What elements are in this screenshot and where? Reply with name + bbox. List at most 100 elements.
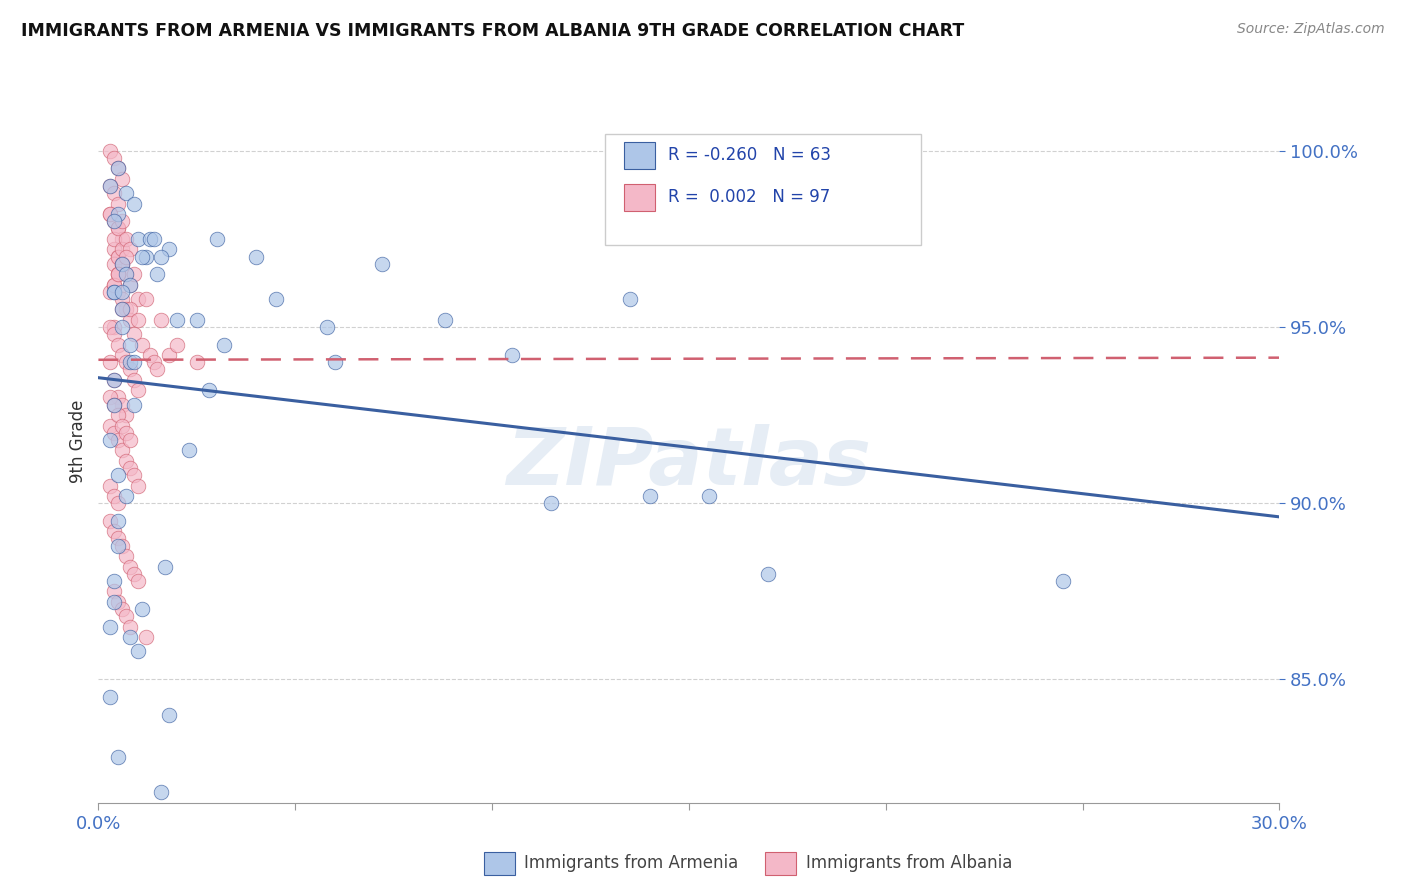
Point [155,559,177,574]
Point [103,151,125,165]
Point [107,514,129,528]
Point [122,355,145,369]
Point [103,398,125,412]
Point [115,267,138,281]
Point [111,320,134,334]
Point [111,292,134,306]
Point [118,619,141,633]
Point [138,348,160,362]
Point [98,179,121,194]
Point [103,285,125,299]
Point [103,524,125,539]
Point [111,602,134,616]
Point [98,690,121,704]
Point [323,355,346,369]
Point [107,285,129,299]
Point [107,337,129,351]
Point [638,489,661,503]
Text: Source: ZipAtlas.com: Source: ZipAtlas.com [1237,22,1385,37]
Point [142,355,165,369]
Point [107,496,129,510]
Point [115,232,138,246]
Point [98,514,121,528]
Point [118,559,141,574]
Point [107,161,129,176]
Text: R = -0.260   N = 63: R = -0.260 N = 63 [668,146,831,164]
Point [1052,574,1074,588]
Point [111,539,134,553]
Point [142,232,165,246]
Point [103,489,125,503]
Point [111,398,134,412]
Point [122,566,145,581]
Point [103,584,125,599]
Point [111,285,134,299]
Point [98,619,121,633]
Point [122,196,145,211]
Point [98,207,121,221]
Point [146,362,169,376]
Point [127,313,149,327]
Point [122,468,145,483]
Point [103,277,125,292]
Point [131,250,153,264]
Point [107,532,129,546]
Point [118,277,141,292]
Point [107,196,129,211]
Point [245,250,267,264]
Point [264,292,287,306]
Point [103,186,125,200]
Point [214,337,236,351]
Point [166,337,188,351]
Point [103,326,125,341]
Point [697,489,720,503]
Point [111,418,134,433]
Point [98,144,121,158]
Point [150,250,173,264]
Point [103,373,125,387]
Point [98,433,121,447]
Point [115,609,138,624]
Point [103,243,125,257]
Point [131,337,153,351]
Point [111,256,134,270]
Text: Immigrants from Armenia: Immigrants from Armenia [524,855,738,872]
Text: IMMIGRANTS FROM ARMENIA VS IMMIGRANTS FROM ALBANIA 9TH GRADE CORRELATION CHART: IMMIGRANTS FROM ARMENIA VS IMMIGRANTS FR… [21,22,965,40]
Point [118,302,141,317]
Point [205,232,228,246]
Point [103,214,125,228]
Point [122,373,145,387]
Point [122,326,145,341]
Point [127,292,149,306]
Point [98,478,121,492]
Point [111,348,134,362]
Point [111,443,134,458]
Point [103,398,125,412]
Point [111,302,134,317]
Point [115,549,138,563]
Point [111,256,134,270]
Point [98,391,121,405]
Point [107,267,129,281]
Point [107,250,129,264]
Point [107,267,129,281]
Point [131,602,153,616]
Point [157,348,180,362]
Point [127,384,149,398]
Point [103,373,125,387]
Point [103,425,125,440]
Point [150,313,173,327]
Text: ZIPatlas: ZIPatlas [506,425,872,502]
Point [127,478,149,492]
Point [166,313,188,327]
Point [540,496,562,510]
Point [118,277,141,292]
Point [756,566,779,581]
Point [197,384,219,398]
Point [122,267,145,281]
Text: Immigrants from Albania: Immigrants from Albania [806,855,1012,872]
Point [103,574,125,588]
Point [107,267,129,281]
Point [107,161,129,176]
Point [98,320,121,334]
